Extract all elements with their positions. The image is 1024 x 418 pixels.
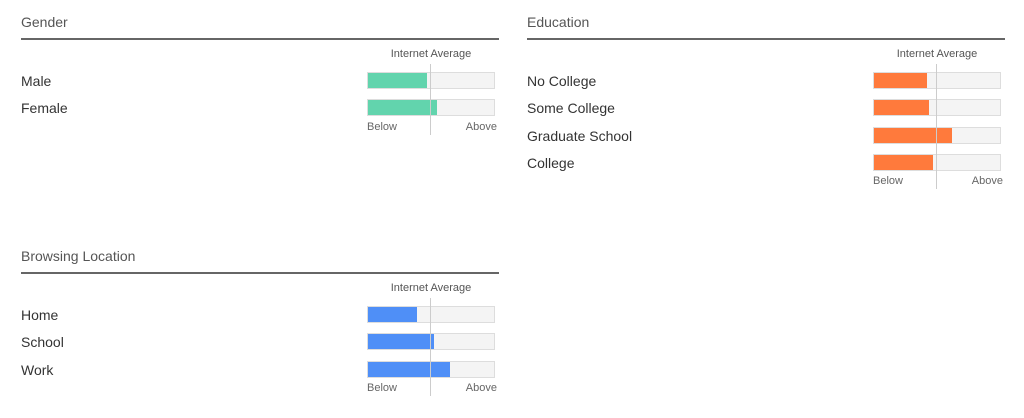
bar	[874, 127, 953, 143]
category-label: Female	[21, 100, 68, 117]
internet-average-line	[430, 64, 431, 135]
bar-track	[367, 72, 495, 89]
bar	[368, 334, 434, 350]
category-label: Some College	[527, 100, 615, 117]
panel-title: Browsing Location	[21, 246, 499, 274]
below-label: Below	[367, 381, 397, 394]
category-label: Graduate School	[527, 127, 633, 144]
panel-title: Gender	[21, 12, 499, 40]
above-label: Above	[971, 175, 1003, 188]
bar-row: Work	[21, 359, 499, 386]
browsing-location-panel: Browsing Location Internet Average Home S…	[21, 246, 499, 396]
bar-row: College	[527, 152, 1005, 179]
bar-track	[873, 153, 1001, 171]
bar-track	[873, 99, 1001, 117]
bar	[368, 73, 428, 88]
bar-row: School	[21, 331, 499, 358]
internet-average-label: Internet Average	[390, 282, 472, 294]
bar-row: No College	[527, 70, 1005, 97]
bar-row: Graduate School	[527, 125, 1005, 152]
bar-track	[367, 99, 495, 117]
internet-average-label: Internet Average	[896, 48, 978, 60]
bar	[874, 73, 927, 88]
bar-rows: No College Some College Graduate School Col…	[527, 70, 1005, 179]
bar-track	[367, 333, 495, 351]
bar-row: Male	[21, 70, 499, 97]
bar-track	[367, 360, 495, 378]
above-label: Above	[465, 381, 497, 394]
bar-rows: Male Female	[21, 70, 499, 125]
gender-panel: Gender Internet Average Male Female Below…	[21, 12, 499, 135]
bar-rows: Home School Work	[21, 304, 499, 386]
category-label: Work	[21, 361, 54, 378]
education-panel: Education Internet Average No College Som…	[527, 12, 1005, 190]
panel-title: Education	[527, 12, 1005, 40]
below-label: Below	[873, 175, 903, 188]
internet-average-label: Internet Average	[390, 48, 472, 60]
bar-row: Female	[21, 97, 499, 124]
bar-row: Home	[21, 304, 499, 331]
bar	[368, 100, 438, 116]
bar	[874, 100, 930, 116]
internet-average-line	[430, 298, 431, 396]
below-label: Below	[367, 120, 397, 133]
bar	[368, 307, 418, 322]
bar-track	[873, 126, 1001, 144]
bar	[874, 154, 934, 170]
axis-labels: Below Above	[367, 121, 497, 135]
bar-track	[873, 72, 1001, 89]
category-label: Home	[21, 307, 59, 323]
bar-row: Some College	[527, 97, 1005, 124]
category-label: School	[21, 334, 64, 351]
category-label: College	[527, 154, 575, 171]
bar	[368, 361, 450, 377]
bar-track	[367, 306, 495, 323]
category-label: No College	[527, 73, 597, 89]
internet-average-line	[936, 64, 937, 190]
axis-labels: Below Above	[873, 175, 1003, 189]
category-label: Male	[21, 73, 52, 89]
axis-labels: Below Above	[367, 382, 497, 396]
above-label: Above	[465, 120, 497, 133]
